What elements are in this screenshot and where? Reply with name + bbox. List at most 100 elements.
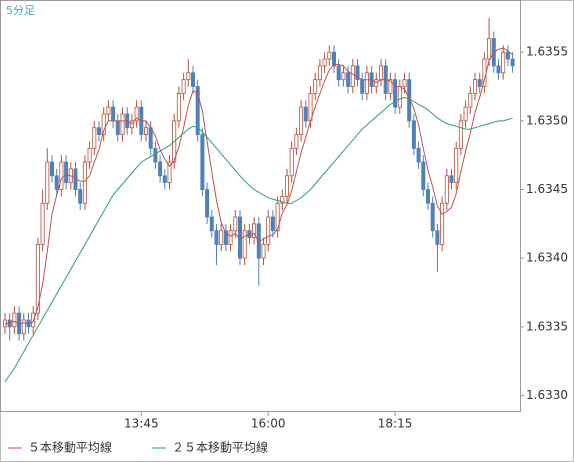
x-tick-label: 13:45 [124, 417, 159, 431]
x-tick-label: 18:15 [378, 417, 413, 431]
candle-body [327, 51, 332, 60]
candle-body [176, 92, 181, 122]
candle-body [148, 127, 153, 149]
candle-body [200, 134, 205, 190]
y-tick-label: 1.6350 [526, 113, 568, 127]
candle-body [364, 72, 369, 94]
candle-body [153, 147, 158, 163]
y-tick-label: 1.6355 [526, 45, 568, 59]
candle-body [111, 106, 116, 122]
candle-body [129, 120, 134, 129]
candle-body [374, 79, 379, 87]
candle-body [120, 113, 125, 135]
candle-body [82, 161, 87, 204]
candle-body [425, 189, 430, 204]
candle-body [158, 161, 163, 177]
candle-body [97, 127, 102, 135]
y-tick-label: 1.6340 [526, 251, 568, 265]
candle-body [64, 161, 69, 184]
candle-body [463, 106, 468, 122]
candle-body [458, 120, 463, 149]
candle-body [266, 216, 271, 245]
ma-line [4, 47, 513, 325]
y-tick-label: 1.6335 [526, 319, 568, 333]
candle-body [92, 127, 97, 149]
candle-body [162, 175, 167, 184]
candle-body [143, 127, 148, 135]
y-tick-label: 1.6330 [526, 388, 568, 402]
candle-body [449, 175, 454, 184]
candle-body [444, 175, 449, 204]
candle-body [487, 38, 492, 60]
candle-body [313, 79, 318, 94]
candle-body [59, 161, 64, 190]
candle-body [186, 72, 191, 81]
candle-body [350, 65, 355, 87]
candle-body [317, 65, 322, 81]
candle-body [233, 216, 238, 232]
candle-body [12, 312, 17, 328]
candle-body [223, 230, 228, 245]
legend-label: ５本移動平均線 [28, 440, 112, 455]
candle-body [78, 189, 83, 204]
candle-body [421, 161, 426, 190]
candle-body [45, 161, 50, 204]
candle-body [402, 79, 407, 87]
candle-body [261, 244, 266, 259]
chart-title: 5分足 [6, 4, 35, 17]
candle-body [496, 65, 501, 74]
candle-body [393, 79, 398, 108]
candle-body [416, 147, 421, 163]
candle-body [388, 79, 393, 94]
candle-body [228, 230, 233, 245]
candle-body [21, 319, 26, 335]
candle-body [355, 65, 360, 81]
candle-body [501, 51, 506, 74]
candle-body [214, 230, 219, 245]
y-tick-label: 1.6345 [526, 182, 568, 196]
candle-body [430, 202, 435, 232]
candle-body [289, 147, 294, 177]
candle-body [115, 120, 120, 135]
candle-body [397, 86, 402, 108]
candle-body [341, 72, 346, 81]
candle-body [195, 86, 200, 135]
candle-body [284, 175, 289, 197]
candle-body [360, 79, 365, 94]
candle-body [346, 72, 351, 87]
candle-body [468, 92, 473, 108]
candle-body [477, 79, 482, 87]
candle-body [35, 244, 40, 314]
legend-label: ２５本移動平均線 [172, 440, 268, 455]
candle-body [294, 134, 299, 149]
candle-body [440, 202, 445, 245]
candle-body [181, 79, 186, 94]
candle-body [435, 230, 440, 245]
candle-body [190, 72, 195, 87]
candle-body [167, 161, 172, 184]
candle-body [242, 230, 247, 259]
candle-body [252, 223, 257, 238]
candle-body [505, 51, 510, 60]
candle-body [205, 189, 210, 218]
candle-body [106, 106, 111, 115]
candle-body [303, 106, 308, 122]
candle-body [336, 65, 341, 81]
candle-body [331, 51, 336, 67]
candle-body [87, 147, 92, 163]
candle-body [101, 113, 106, 135]
candle-body [378, 65, 383, 81]
candle-body [40, 202, 45, 245]
candle-body [411, 120, 416, 149]
candle-body [50, 161, 55, 177]
candle-body [54, 175, 59, 190]
candle-body [299, 106, 304, 135]
candle-body [510, 58, 515, 67]
ma-line [4, 96, 513, 383]
candle-body [209, 216, 214, 232]
candle-body [275, 202, 280, 232]
candle-body [219, 230, 224, 245]
candle-body [134, 106, 139, 122]
candle-body [280, 195, 285, 204]
